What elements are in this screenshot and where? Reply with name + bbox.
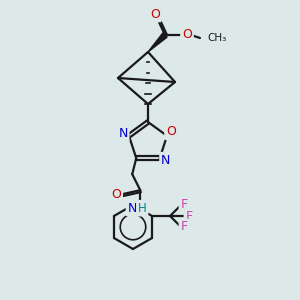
- Text: F: F: [181, 199, 188, 212]
- Text: F: F: [181, 220, 188, 233]
- Text: O: O: [111, 188, 121, 201]
- Text: O: O: [150, 8, 160, 20]
- Text: F: F: [185, 209, 193, 223]
- Text: N: N: [128, 202, 137, 215]
- Text: CH₃: CH₃: [207, 33, 226, 43]
- Text: O: O: [182, 28, 192, 40]
- Text: O: O: [166, 125, 176, 138]
- Text: N: N: [118, 127, 128, 140]
- Polygon shape: [148, 33, 167, 52]
- Text: H: H: [138, 202, 147, 215]
- Text: N: N: [161, 154, 170, 167]
